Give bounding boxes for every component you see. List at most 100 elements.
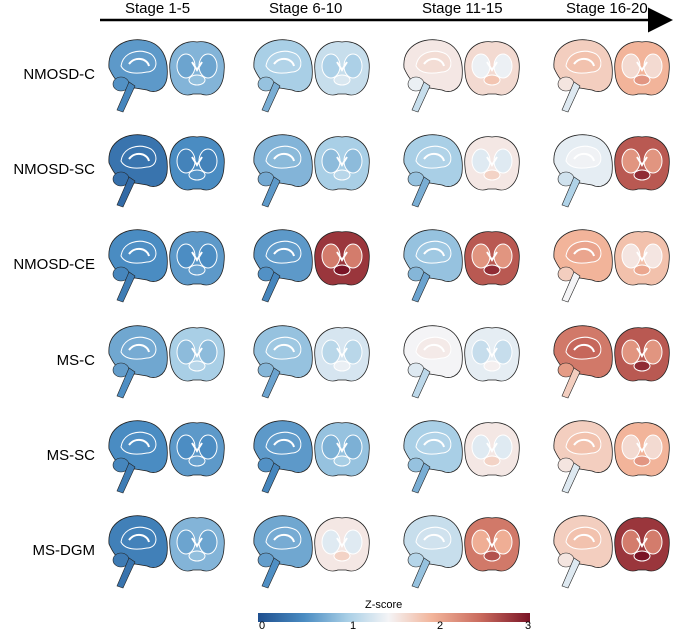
- brainstem: [561, 176, 581, 208]
- deep-gray-matter: [188, 550, 206, 562]
- brain-pair-r3-c1: [108, 229, 225, 303]
- coronal-left-region: [176, 148, 196, 174]
- brain-pair-r3-c3: [403, 229, 520, 303]
- brainstem: [261, 462, 281, 494]
- deep-gray-matter: [188, 264, 206, 276]
- brain-pair-r1-c3: [403, 39, 520, 113]
- coronal-ventricles: [636, 61, 648, 72]
- deep-gray-matter: [333, 455, 351, 467]
- row-label-ms-c: MS-C: [56, 352, 95, 369]
- row-label-nmosd-sc: NMOSD-SC: [13, 161, 95, 178]
- deep-gray-matter: [483, 264, 501, 276]
- brainstem: [261, 81, 281, 113]
- sagittal-inner-region: [120, 145, 157, 169]
- sagittal-inner-region: [415, 431, 452, 455]
- ventricle: [128, 248, 150, 257]
- ventricle: [423, 344, 445, 353]
- coronal-right-region: [643, 339, 663, 365]
- deep-gray-matter: [483, 74, 501, 86]
- brainstem: [411, 557, 431, 589]
- ventricle: [423, 153, 445, 162]
- coronal-left-region: [621, 529, 641, 555]
- sagittal-inner-region: [565, 145, 602, 169]
- coronal-ventricles: [336, 61, 348, 72]
- coronal-ventricles: [336, 537, 348, 548]
- brainstem: [261, 176, 281, 208]
- coronal-ventricles: [191, 537, 203, 548]
- coronal-right-region: [643, 529, 663, 555]
- coronal-left-region: [471, 53, 491, 79]
- row-label-nmosd-ce: NMOSD-CE: [13, 256, 95, 273]
- deep-gray-matter: [333, 264, 351, 276]
- brainstem: [261, 367, 281, 399]
- coronal-right-region: [343, 434, 363, 460]
- sagittal-inner-region: [415, 240, 452, 264]
- coronal-ventricles: [636, 251, 648, 262]
- sagittal-inner-region: [565, 526, 602, 550]
- brainstem: [261, 271, 281, 303]
- coronal-right-region: [198, 339, 218, 365]
- sagittal-inner-region: [565, 336, 602, 360]
- deep-gray-matter: [188, 169, 206, 181]
- ventricle: [273, 344, 295, 353]
- row-label-ms-sc: MS-SC: [46, 447, 95, 464]
- brainstem: [411, 81, 431, 113]
- deep-gray-matter: [633, 74, 651, 86]
- brain-pair-r1-c1: [108, 39, 225, 113]
- coronal-right-region: [643, 53, 663, 79]
- coronal-ventricles: [191, 251, 203, 262]
- coronal-ventricles: [336, 347, 348, 358]
- brain-pair-r2-c1: [108, 134, 225, 208]
- coronal-left-region: [176, 339, 196, 365]
- deep-gray-matter: [633, 360, 651, 372]
- sagittal-inner-region: [265, 431, 302, 455]
- coronal-left-region: [176, 434, 196, 460]
- stage-label-4: Stage 16-20: [566, 0, 648, 17]
- ventricle: [128, 344, 150, 353]
- colorbar-tick-3: 3: [524, 620, 532, 632]
- brain-pair-r3-c4: [553, 229, 670, 303]
- deep-gray-matter: [633, 455, 651, 467]
- brainstem: [116, 176, 136, 208]
- colorbar-title: Z-score: [365, 599, 403, 611]
- coronal-ventricles: [336, 156, 348, 167]
- ventricle: [273, 248, 295, 257]
- ventricle: [273, 439, 295, 448]
- ventricle: [573, 439, 595, 448]
- brainstem: [561, 271, 581, 303]
- ventricle: [273, 534, 295, 543]
- brain-pair-r1-c4: [553, 39, 670, 113]
- brain-pair-r6-c3: [403, 515, 520, 589]
- brain-pair-r1-c2: [253, 39, 370, 113]
- sagittal-inner-region: [415, 50, 452, 74]
- brainstem: [561, 557, 581, 589]
- brainstem: [116, 81, 136, 113]
- sagittal-inner-region: [265, 240, 302, 264]
- row-label-nmosd-c: NMOSD-C: [23, 66, 95, 83]
- sagittal-inner-region: [120, 50, 157, 74]
- sagittal-inner-region: [120, 431, 157, 455]
- coronal-left-region: [321, 434, 341, 460]
- sagittal-inner-region: [120, 240, 157, 264]
- coronal-left-region: [621, 148, 641, 174]
- stage-label-3: Stage 11-15: [422, 0, 503, 17]
- sagittal-inner-region: [565, 431, 602, 455]
- coronal-ventricles: [336, 251, 348, 262]
- deep-gray-matter: [188, 455, 206, 467]
- coronal-ventricles: [336, 442, 348, 453]
- brainstem: [561, 367, 581, 399]
- coronal-left-region: [176, 243, 196, 269]
- ventricle: [128, 58, 150, 67]
- coronal-left-region: [176, 53, 196, 79]
- sagittal-inner-region: [120, 336, 157, 360]
- ventricle: [423, 534, 445, 543]
- deep-gray-matter: [333, 74, 351, 86]
- coronal-left-region: [176, 529, 196, 555]
- coronal-left-region: [471, 243, 491, 269]
- coronal-right-region: [643, 148, 663, 174]
- brainstem: [411, 462, 431, 494]
- brain-pair-r5-c4: [553, 420, 670, 494]
- colorbar-tick-2: 2: [436, 620, 444, 632]
- deep-gray-matter: [483, 360, 501, 372]
- coronal-left-region: [321, 53, 341, 79]
